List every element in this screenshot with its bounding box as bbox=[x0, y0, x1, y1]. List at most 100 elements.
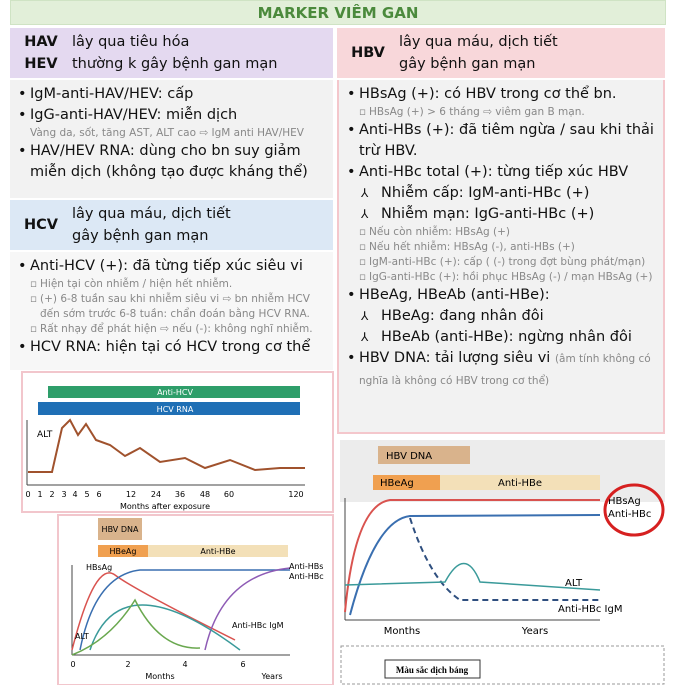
desc-line: gây bệnh gan mạn bbox=[399, 56, 536, 72]
axis-title: Months bbox=[145, 672, 174, 681]
box bbox=[148, 545, 288, 557]
box bbox=[378, 446, 470, 464]
x-label: 0 bbox=[25, 490, 30, 499]
axis-title: Months after exposure bbox=[120, 502, 210, 511]
hcv-header: HCV lây qua máu, dịch tiết gây bệnh gan mạ… bbox=[10, 200, 333, 250]
x-label: 4 bbox=[182, 660, 187, 669]
bullet-item: IgG-anti-HAV/HEV: miễn dịch bbox=[18, 105, 325, 126]
x-label: 120 bbox=[288, 490, 303, 499]
bar-label: Anti-HCV bbox=[157, 388, 193, 397]
bullet-item: IgM-anti-HAV/HEV: cấp bbox=[18, 84, 325, 105]
box bbox=[384, 659, 481, 679]
curve bbox=[409, 517, 600, 601]
page-title: MARKER VIÊM GAN bbox=[10, 0, 666, 25]
x-label: 60 bbox=[224, 490, 234, 499]
x-label: 36 bbox=[175, 490, 185, 499]
note: Hiện tại còn nhiễm / hiện hết nhiễm. bbox=[18, 277, 325, 292]
sub-item: Nhiễm cấp: IgM-anti-HBc (+) bbox=[347, 183, 655, 204]
hbv-body: HBsAg (+): có HBV trong cơ thể bn. HBsAg … bbox=[337, 80, 665, 434]
desc-line: thường k gây bệnh gan mạn bbox=[72, 56, 278, 72]
note: (+) 6-8 tuần sau khi nhiễm siêu vi ⇨ bn … bbox=[18, 292, 325, 322]
item-text: HBeAg, HBeAb (anti-HBe): bbox=[359, 287, 550, 303]
x-label: 1 bbox=[37, 490, 42, 499]
doc-title: Màu sắc dịch báng bbox=[396, 665, 469, 675]
desc-line: gây bệnh gan mạn bbox=[72, 228, 209, 244]
x-label: 4 bbox=[72, 490, 77, 499]
bullet-item: HBsAg (+): có HBV trong cơ thể bn. bbox=[347, 84, 655, 105]
x-label: 48 bbox=[200, 490, 210, 499]
x-label: 6 bbox=[240, 660, 245, 669]
item-text: IgG-anti-HAV/HEV: miễn dịch bbox=[30, 107, 238, 123]
curve-label: Anti-HBc IgM bbox=[232, 621, 284, 630]
axis-title: Years bbox=[521, 626, 548, 637]
axis-title: Months bbox=[384, 626, 421, 637]
x-label: 3 bbox=[61, 490, 66, 499]
sub-item: HBeAg: đang nhân đôi bbox=[347, 306, 655, 327]
code: HEV bbox=[24, 56, 58, 72]
desc: lây qua máu, dịch tiết gây bệnh gan mạn bbox=[399, 31, 558, 75]
note: IgM-anti-HBc (+): cấp ( (-) trong đợt bù… bbox=[347, 255, 655, 270]
bar-label: HCV RNA bbox=[157, 405, 194, 414]
code: HBV bbox=[351, 45, 385, 61]
footer-doc: Màu sắc dịch báng bbox=[340, 645, 665, 685]
curve bbox=[71, 598, 201, 656]
box-label: HBeAg bbox=[110, 547, 137, 556]
curve bbox=[344, 499, 600, 613]
x-label: 5 bbox=[84, 490, 89, 499]
hbv-small-figure: HBV DNA HBeAg Anti-HBe HBsAg Anti-HBs An… bbox=[57, 514, 334, 685]
bullet-item: HBV DNA: tải lượng siêu vi (âm tính khôn… bbox=[347, 348, 655, 392]
box-label: HBV DNA bbox=[102, 525, 139, 534]
note: IgG-anti-HBc (+): hồi phục HBsAg (-) / m… bbox=[347, 270, 655, 285]
hav-header: HAV HEV lây qua tiêu hóa thường k gây bệnh … bbox=[10, 28, 333, 78]
curve-label: ALT bbox=[565, 578, 583, 589]
note: Nếu còn nhiễm: HBsAg (+) bbox=[347, 225, 655, 240]
hbv-figure: HBV DNA HBeAg Anti-HBe ALT Anti-HBc IgM … bbox=[340, 440, 665, 637]
box bbox=[440, 475, 600, 490]
item-text: IgM-anti-HAV/HEV: cấp bbox=[30, 86, 194, 102]
axis-title: Years bbox=[260, 672, 282, 681]
sub-item: HBeAb (anti-HBe): ngừng nhân đôi bbox=[347, 327, 655, 348]
curve-label: ALT bbox=[37, 430, 53, 440]
curve-label: HBsAg bbox=[86, 563, 112, 572]
box bbox=[98, 518, 142, 540]
curve bbox=[79, 569, 290, 651]
item-text: HBV DNA: tải lượng siêu vi bbox=[359, 350, 551, 366]
curve bbox=[349, 514, 601, 616]
panel bbox=[57, 514, 334, 685]
box-label: Anti-HBe bbox=[200, 547, 235, 556]
hcv-figure: Anti-HCV HCV RNA ALT 0 1 2 3 4 5 6 12 24 36 48 60 12… bbox=[21, 371, 334, 513]
desc: lây qua máu, dịch tiết gây bệnh gan mạn bbox=[72, 203, 231, 247]
curve bbox=[89, 604, 241, 651]
highlight bbox=[603, 483, 665, 537]
caption: Vàng da, sốt, tăng AST, ALT cao ⇨ IgM an… bbox=[30, 127, 304, 139]
bullet-item: Anti-HBc total (+): từng tiếp xúc HBV bbox=[347, 162, 655, 183]
bullet-item: HCV RNA: hiện tại có HCV trong cơ thể bbox=[18, 337, 325, 358]
box-label: Anti-HBe bbox=[498, 478, 542, 489]
curve bbox=[28, 418, 305, 473]
bullet-item: HAV/HEV RNA: dùng cho bn suy giảm miễn d… bbox=[18, 141, 325, 183]
curve bbox=[71, 572, 236, 651]
x-label: 6 bbox=[96, 490, 101, 499]
box-label: HBeAg bbox=[380, 478, 414, 489]
x-label: 2 bbox=[49, 490, 54, 499]
hav-body: IgM-anti-HAV/HEV: cấp IgG-anti-HAV/HEV: m… bbox=[10, 80, 333, 198]
inline-note: (âm tính không có nghĩa là không có HBV … bbox=[359, 353, 651, 387]
bullet-item: Anti-HBs (+): đã tiêm ngừa / sau khi thả… bbox=[347, 120, 655, 162]
desc: lây qua tiêu hóa thường k gây bệnh gan mạ… bbox=[72, 31, 277, 75]
bullet-item: Anti-HCV (+): đã từng tiếp xúc siêu vi bbox=[18, 256, 325, 277]
bar bbox=[48, 386, 300, 398]
item-text: Anti-HBs (+): đã tiêm ngừa / sau khi thả… bbox=[359, 122, 654, 159]
box-label: HBV DNA bbox=[386, 451, 432, 462]
item-text: HAV/HEV RNA: dùng cho bn suy giảm miễn d… bbox=[30, 143, 308, 180]
code: HAV bbox=[24, 34, 58, 50]
x-label: 2 bbox=[125, 660, 130, 669]
curve-label: HBsAg bbox=[608, 496, 641, 507]
curve bbox=[344, 562, 601, 591]
desc-line: lây qua máu, dịch tiết bbox=[72, 206, 231, 222]
curve-label: Anti-HBc bbox=[608, 509, 651, 520]
item-text: HBsAg (+): có HBV trong cơ thể bn. bbox=[359, 86, 617, 102]
curve-label: Anti-HBs bbox=[289, 562, 323, 571]
bar bbox=[38, 402, 300, 415]
